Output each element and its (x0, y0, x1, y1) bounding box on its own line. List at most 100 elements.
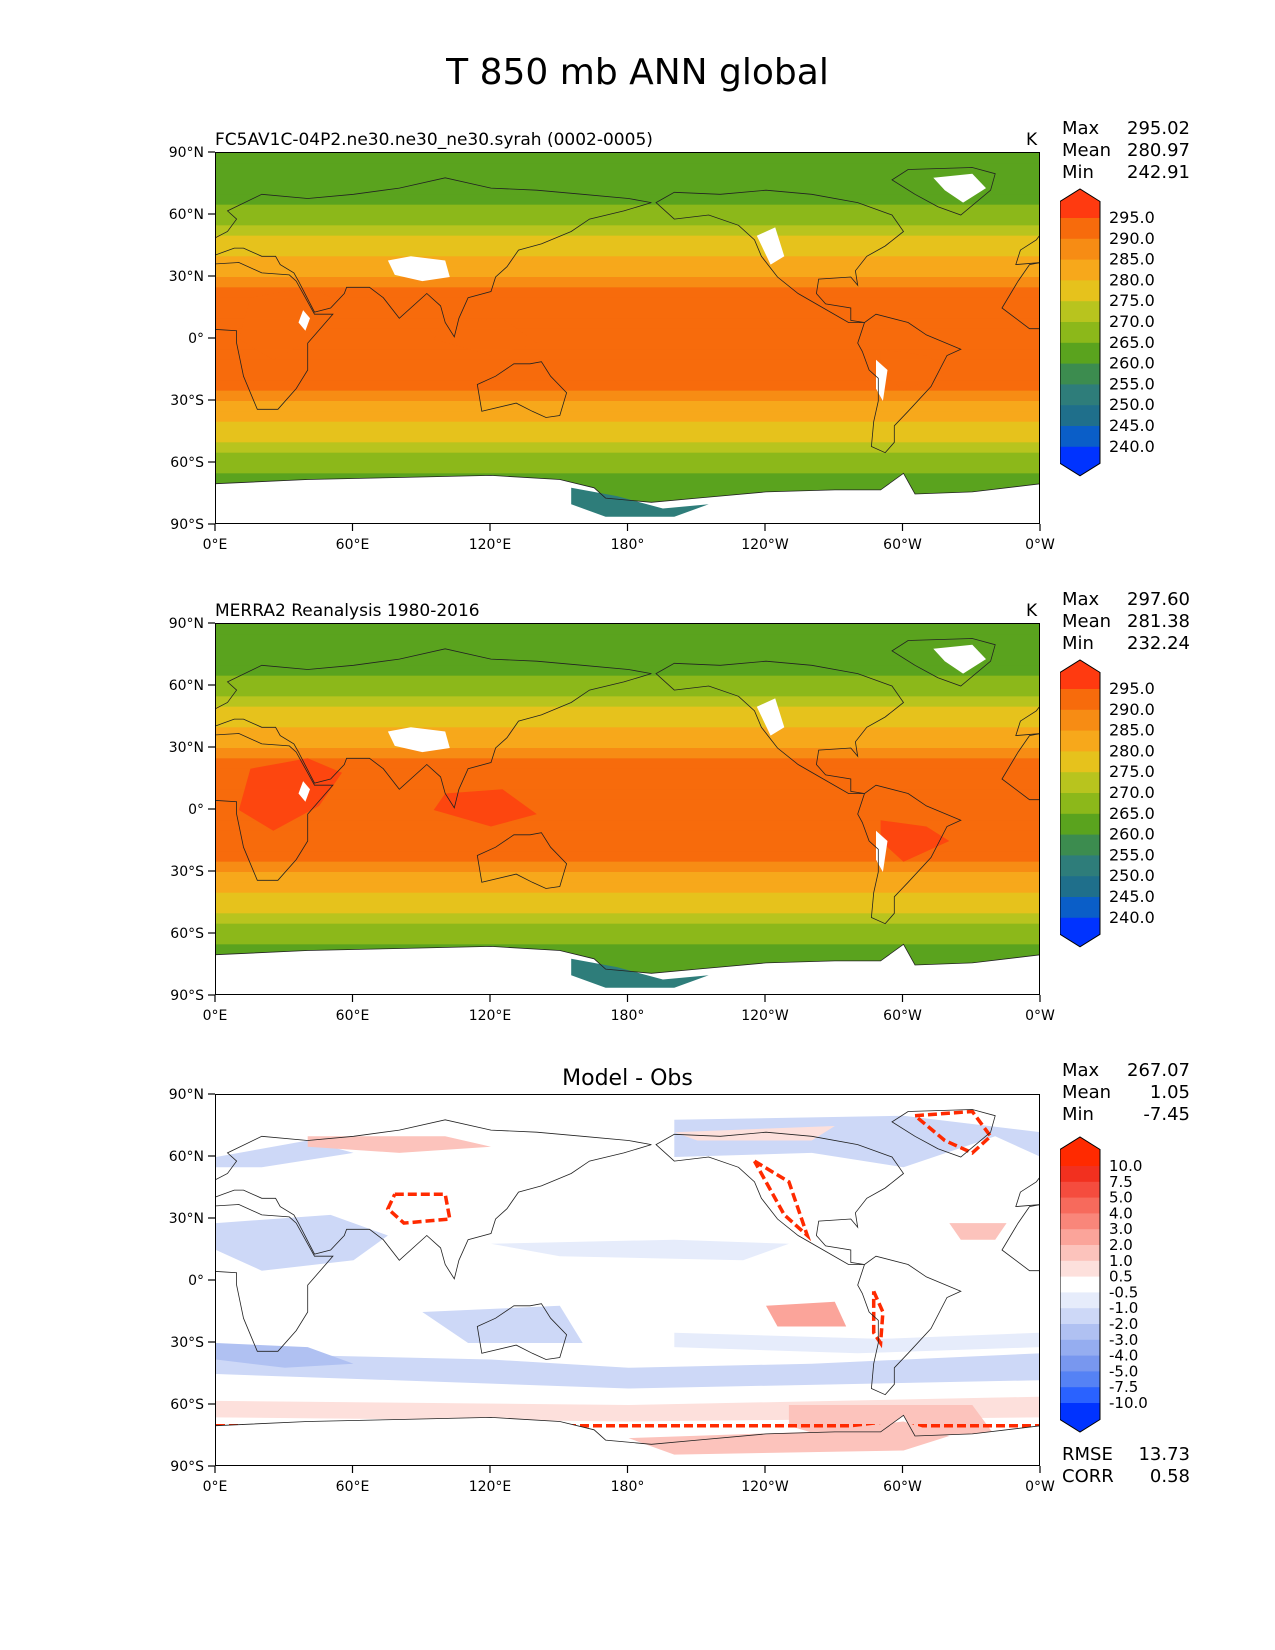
min-label: Min (1062, 633, 1094, 654)
masked-terrain (876, 359, 888, 401)
lat-tick-label: 90°N (169, 616, 204, 632)
masked-terrain (298, 781, 310, 802)
lon-tick-label: 0°E (203, 537, 228, 553)
masked-terrain (933, 644, 986, 674)
max-value: 295.02 (1127, 118, 1190, 139)
masked-terrain (933, 173, 986, 203)
coastline-greenland (891, 1109, 996, 1158)
warm-region (880, 349, 950, 391)
coastline-samerica (857, 1255, 962, 1396)
temperature-band (216, 380, 1039, 392)
coastline-australia (476, 1303, 568, 1360)
colorbar-extend-min (1060, 1403, 1100, 1432)
colorbar-segment (1060, 855, 1100, 877)
colorbar-tick-label: 240.0 (1109, 908, 1155, 927)
temperature-band (216, 473, 1039, 485)
colorbar-segment (1060, 1339, 1100, 1357)
lon-tick-label: 180° (611, 1008, 645, 1024)
temperature-band (216, 463, 1039, 475)
temperature-band (216, 892, 1039, 904)
colorbar-tick-label: -3.0 (1109, 1331, 1138, 1349)
colorbar-tick-label: -2.0 (1109, 1315, 1138, 1333)
temperature-band (216, 686, 1039, 698)
temperature-band (216, 256, 1039, 268)
warm-bias-region (766, 1301, 847, 1327)
colorbar-tick-label: 2.0 (1109, 1236, 1133, 1254)
colorbar-segment (1060, 218, 1100, 240)
colorbar-segment (1060, 405, 1100, 427)
temperature-band (216, 266, 1039, 278)
masked-terrain (756, 698, 785, 736)
coastline-afwest (1001, 733, 1039, 801)
colorbar-segment (1060, 897, 1100, 919)
temperature-band (216, 851, 1039, 863)
map-field (216, 153, 1039, 523)
lat-tick-label: 60°S (170, 455, 204, 471)
lon-tick-label: 120°W (741, 1008, 789, 1024)
temperature-band (216, 954, 1039, 966)
topography-bias-contour (871, 1290, 885, 1349)
temperature-band (216, 225, 1039, 237)
temperature-band (216, 442, 1039, 454)
lon-tick-label: 60°E (336, 537, 370, 553)
colorbar-segment (1060, 1213, 1100, 1230)
rmse-label: RMSE (1062, 1444, 1113, 1465)
ross-ice-shelf (571, 958, 709, 988)
colorbar-tick-label: 255.0 (1109, 374, 1155, 393)
corr-value: 0.58 (1149, 1466, 1190, 1487)
lon-tick-label: 0°E (203, 1479, 228, 1495)
colorbar-segment (1060, 322, 1100, 344)
colorbar-tick-label: 240.0 (1109, 437, 1155, 456)
temperature-band (216, 644, 1039, 656)
temperature-band (216, 194, 1039, 206)
masked-terrain (298, 310, 310, 331)
units-label: K (1026, 130, 1038, 150)
temperature-band (216, 944, 1039, 956)
warm-bias-region (628, 1421, 950, 1455)
map-field (216, 1095, 1039, 1465)
warm-region (433, 789, 537, 827)
colorbar-extend-max (1060, 660, 1100, 689)
temperature-band (216, 934, 1039, 946)
colorbar-outline (1059, 659, 1101, 948)
colorbar-segment (1060, 1308, 1100, 1325)
temperature-band (216, 748, 1039, 760)
colorbar-segment (1060, 384, 1100, 406)
lat-tick-label: 60°S (170, 926, 204, 942)
coastline-namerica (655, 660, 905, 794)
coastline-afwest (1001, 1204, 1039, 1272)
temperature-band (216, 153, 1039, 165)
map-axes: 90°N 60°N 30°N 0° 30°S 60°S 90°S 0°E 60°E 120°E 18… (169, 145, 1055, 553)
temperature-band (216, 624, 1039, 636)
lat-tick-label: 90°S (170, 517, 204, 533)
max-value: 267.07 (1127, 1060, 1190, 1081)
colorbar-extend-max (1060, 189, 1100, 218)
ross-ice-shelf (571, 487, 709, 517)
min-label: Min (1062, 162, 1094, 183)
colorbar-tick-label: 285.0 (1109, 250, 1155, 269)
lat-tick-label: 30°S (170, 864, 204, 880)
temperature-band (216, 173, 1039, 185)
temperature-band (216, 758, 1039, 770)
temperature-band (216, 872, 1039, 884)
stats-box: Max 295.02 Mean 280.97 Min 242.91 (1062, 118, 1190, 184)
colorbar-segment (1060, 876, 1100, 898)
colorbar-tick-label: -5.0 (1109, 1362, 1138, 1380)
coastline-africa (216, 1204, 334, 1352)
coastline-australia (476, 832, 568, 889)
temperature-band (216, 421, 1039, 433)
temperature-band (216, 634, 1039, 646)
warm-region (238, 758, 342, 831)
colorbar-tick-label: 245.0 (1109, 887, 1155, 906)
coastline-greenland (891, 638, 996, 687)
colorbar-tick-label: -4.0 (1109, 1347, 1138, 1365)
colorbar-segment (1060, 1229, 1100, 1246)
colorbar-segment (1060, 1355, 1100, 1372)
colorbar-segment (1060, 1197, 1100, 1214)
lat-tick-label: 60°S (170, 1397, 204, 1413)
temperature-band (216, 779, 1039, 791)
colorbar-segment (1060, 1260, 1100, 1278)
colorbar-extend-min (1060, 917, 1100, 947)
lat-tick-label: 0° (188, 802, 204, 818)
topography-bias-contour (913, 1109, 993, 1155)
